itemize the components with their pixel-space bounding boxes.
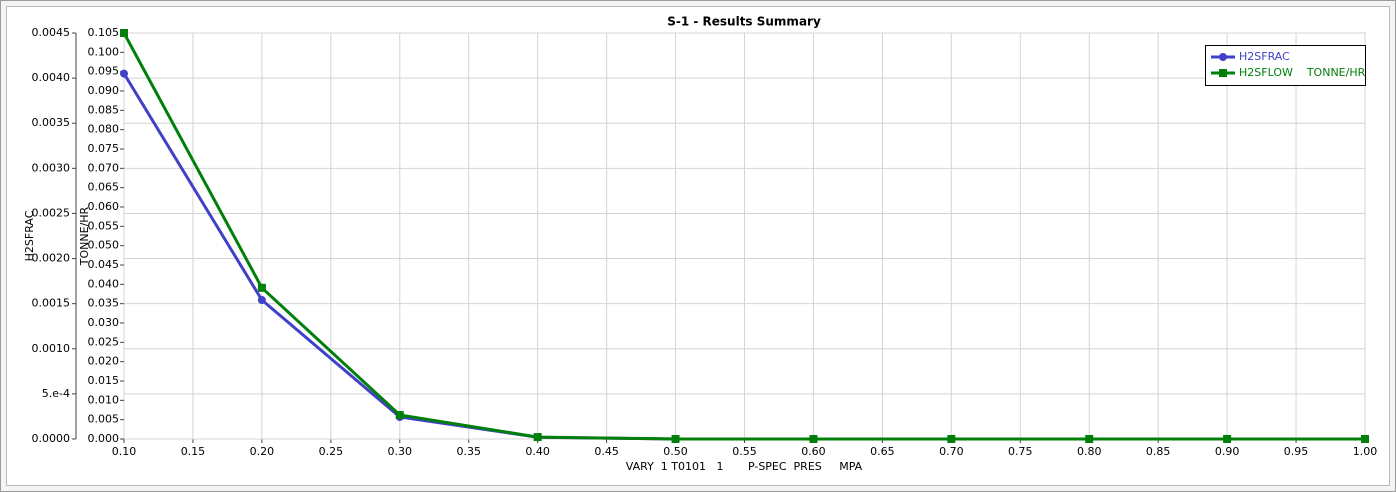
y-tick-label: 0.0020 [32,252,71,265]
data-point [671,435,680,443]
legend: H2SFRAC H2SFLOW TONNE/HR [1205,45,1366,86]
x-axis-title: VARY 1 T0101 1 P-SPEC PRES MPA [626,460,863,473]
x-tick-label: 0.95 [1284,445,1309,458]
y-tick-label: 0.0045 [32,26,71,39]
legend-marker [1219,53,1227,61]
data-point [257,296,266,305]
y-tick-label: 0.0035 [32,116,71,129]
x-tick-label: 0.60 [801,445,826,458]
y2-tick-label: 0.035 [88,297,120,310]
x-tick-label: 0.85 [1146,445,1171,458]
y2-tick-label: 0.065 [88,181,120,194]
x-tick-label: 0.45 [594,445,619,458]
x-tick-label: 1.00 [1353,445,1378,458]
y2-tick-label: 0.025 [88,335,120,348]
y2-tick-label: 0.015 [88,374,120,387]
data-point [120,29,128,37]
y2-tick-label: 0.045 [88,258,120,271]
legend-box [1205,45,1366,86]
x-tick-label: 0.50 [663,445,688,458]
legend-label: H2SFRAC [1239,50,1290,63]
x-tick-label: 0.15 [181,445,206,458]
x-tick-label: 0.25 [319,445,344,458]
y2-tick-label: 0.005 [88,413,120,426]
data-point [1361,435,1369,443]
y2-tick-label: 0.040 [88,277,120,290]
y2-tick-label: 0.000 [88,432,120,445]
x-tick-label: 0.90 [1215,445,1240,458]
data-point [395,411,404,420]
data-point [1085,435,1094,443]
y2-tick-label: 0.020 [88,355,120,368]
y2-tick-label: 0.030 [88,316,120,329]
y-tick-label: 0.0010 [32,342,71,355]
data-point [809,435,818,443]
y-tick-label: 0.0025 [32,206,71,219]
x-tick-label: 0.65 [870,445,895,458]
y2-tick-label: 0.095 [88,65,120,78]
y2-tick-label: 0.090 [88,84,120,97]
y2-tick-label: 0.055 [88,219,120,232]
y-tick-label: 5.e-4 [42,387,70,400]
y2-tick-label: 0.100 [88,45,120,58]
y2-tick-label: 0.010 [88,393,120,406]
y-tick-label: 0.0030 [32,161,71,174]
x-tick-label: 0.75 [1008,445,1033,458]
y2-tick-label: 0.075 [88,142,120,155]
legend-label: H2SFLOW TONNE/HR [1239,66,1366,79]
x-tick-label: 0.80 [1077,445,1102,458]
x-tick-label: 0.70 [939,445,964,458]
legend-marker [1219,69,1227,77]
data-point [257,283,266,292]
data-point [1223,435,1232,443]
x-tick-label: 0.35 [456,445,481,458]
y2-axis-title: TONNE/HR [78,206,91,266]
y-axis-title: H2SFRAC [23,210,36,261]
y-tick-label: 0.0015 [32,297,71,310]
x-tick-label: 0.40 [525,445,550,458]
data-point [947,435,956,443]
y-tick-label: 0.0000 [32,432,71,445]
data-point [120,69,128,78]
data-point [533,433,542,442]
y2-tick-label: 0.105 [88,26,120,39]
y2-tick-label: 0.080 [88,123,120,136]
y2-tick-label: 0.050 [88,239,120,252]
y2-tick-label: 0.070 [88,161,120,174]
y2-tick-label: 0.085 [88,103,120,116]
y2-tick-label: 0.060 [88,200,120,213]
x-tick-label: 0.20 [250,445,275,458]
x-tick-label: 0.10 [112,445,137,458]
x-tick-label: 0.30 [388,445,413,458]
series-line [122,32,1365,441]
x-tick-label: 0.55 [732,445,757,458]
y-tick-label: 0.0040 [32,71,71,84]
chart-title: S-1 - Results Summary [667,15,821,29]
